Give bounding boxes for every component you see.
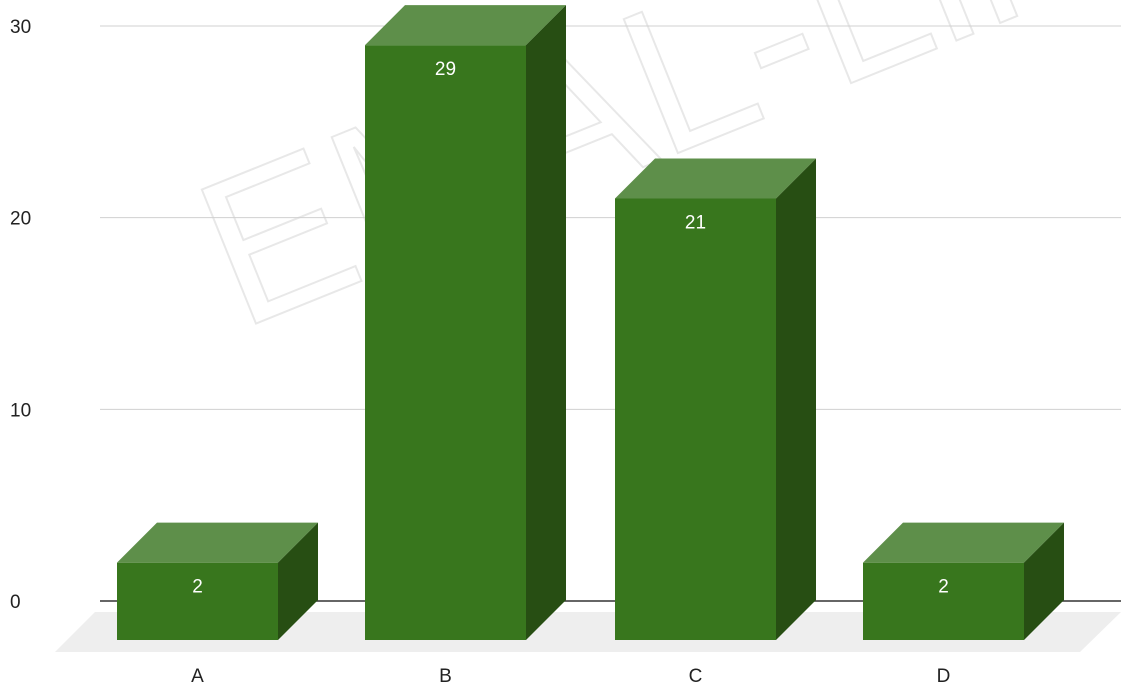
bar-front-face [615, 198, 776, 640]
y-tick-label: 0 [10, 592, 21, 613]
bar [863, 522, 1064, 640]
bar-front-face [117, 562, 278, 640]
x-tick-label: A [191, 666, 204, 687]
bar-top-face [365, 5, 566, 46]
x-axis-tick-labels: A B C D [191, 666, 950, 687]
bars [117, 5, 1064, 640]
bar-side-face [278, 522, 318, 640]
bar-side-face [776, 158, 816, 640]
y-tick-label: 30 [10, 17, 31, 38]
data-labels: 2 29 21 2 [192, 59, 949, 598]
bar-front-face [863, 562, 1024, 640]
chart-floor [55, 612, 1121, 652]
y-tick-label: 20 [10, 209, 31, 230]
data-label: 2 [192, 577, 203, 598]
bar [365, 5, 566, 640]
bar-top-face [863, 522, 1064, 563]
bar-front-face [365, 45, 526, 640]
bar-top-face [117, 522, 318, 563]
x-tick-label: B [439, 666, 452, 687]
bar [117, 522, 318, 640]
y-tick-label: 10 [10, 400, 31, 421]
bar-side-face [526, 5, 566, 640]
data-label: 29 [435, 59, 456, 80]
bar-side-face [1024, 522, 1064, 640]
y-axis-tick-labels: 0 10 20 30 [10, 17, 31, 613]
data-label: 21 [685, 213, 706, 234]
x-tick-label: D [937, 666, 951, 687]
gridlines [100, 25, 1121, 410]
x-tick-label: C [689, 666, 703, 687]
bar [615, 158, 816, 640]
data-label: 2 [938, 577, 949, 598]
bar-top-face [615, 158, 816, 199]
